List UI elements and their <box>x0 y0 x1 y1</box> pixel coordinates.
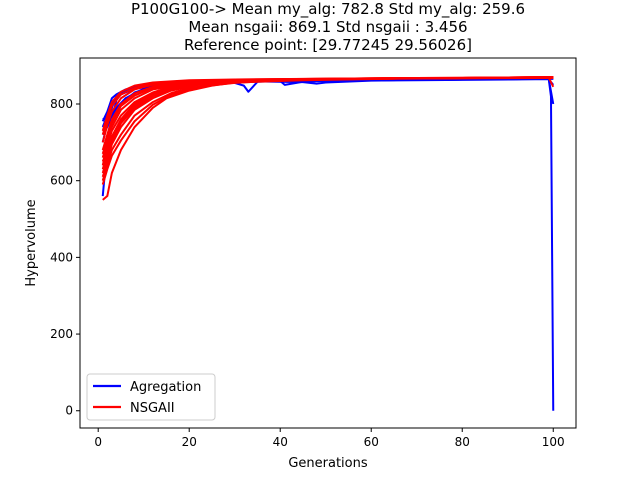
legend-label-agregation: Agregation <box>130 380 201 395</box>
x-tick-label: 60 <box>364 435 379 449</box>
x-tick-label: 40 <box>273 435 288 449</box>
y-tick-label: 600 <box>50 174 73 188</box>
x-tick-label: 80 <box>455 435 470 449</box>
title-line-3: Reference point: [29.77245 29.56026] <box>184 36 472 54</box>
x-axis-label: Generations <box>288 456 368 471</box>
y-axis-ticks: 0 200 400 600 800 <box>50 97 80 418</box>
series-nsgaii-run-14 <box>101 76 554 170</box>
x-axis-ticks: 0 20 40 60 80 100 <box>94 428 565 449</box>
title-line-2: Mean nsgaii: 869.1 Std nsgaii : 3.456 <box>188 18 467 36</box>
legend: Agregation NSGAII <box>86 373 216 421</box>
title-line-1: P100G100-> Mean my_alg: 782.8 Std my_alg… <box>131 0 525 19</box>
y-tick-label: 200 <box>50 327 73 341</box>
x-tick-label: 0 <box>94 435 102 449</box>
x-tick-label: 100 <box>542 435 565 449</box>
legend-label-nsgaii: NSGAII <box>130 401 175 416</box>
y-axis-label: Hypervolume <box>24 199 39 286</box>
series-nsgaii <box>101 76 555 201</box>
y-tick-label: 400 <box>50 250 73 264</box>
x-tick-label: 20 <box>182 435 197 449</box>
plot-frame <box>79 57 577 429</box>
y-tick-label: 800 <box>50 97 73 111</box>
series-layer <box>101 76 555 411</box>
y-tick-label: 0 <box>65 404 73 418</box>
chart-title: P100G100-> Mean my_alg: 782.8 Std my_alg… <box>131 0 525 54</box>
